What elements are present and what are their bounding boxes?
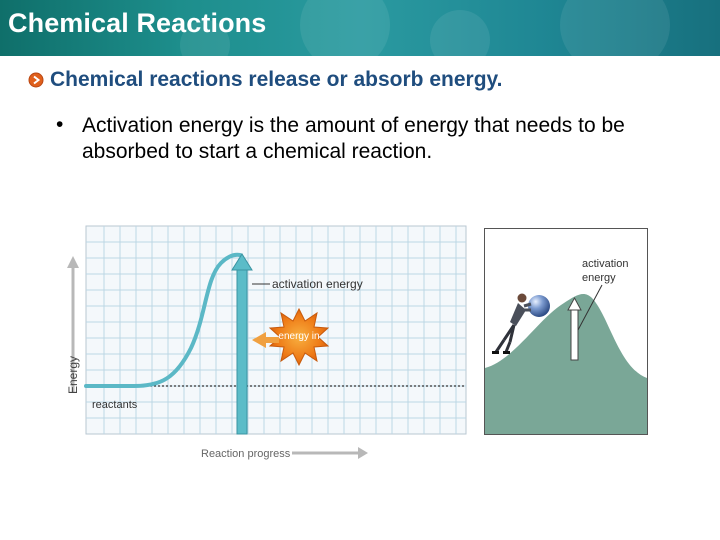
title-texture [180, 20, 230, 56]
reactants-label: reactants [92, 399, 138, 411]
hill-shape [485, 293, 647, 434]
activation-hill-illustration: activation energy [484, 228, 648, 435]
bullet-text: Activation energy is the amount of energ… [82, 114, 625, 164]
hill-label-line2: energy [582, 272, 616, 284]
person-pushing-icon [492, 293, 532, 354]
energy-curve [84, 252, 242, 388]
title-texture [300, 0, 390, 56]
heading-row: Chemical reactions release or absorb ene… [28, 68, 502, 92]
heading-text: Chemical reactions release or absorb ene… [50, 68, 503, 91]
slide-title: Chemical Reactions [8, 8, 267, 38]
title-texture [430, 10, 490, 56]
energy-diagram: activation energy energy in Energy react… [66, 225, 467, 460]
energy-in-burst-icon: energy in [252, 307, 330, 367]
y-axis-label: Energy [66, 356, 80, 394]
grid-lines [86, 226, 466, 434]
x-axis-label: Reaction progress [201, 448, 291, 460]
activation-arrow-hill [567, 296, 582, 361]
y-axis: Energy [66, 256, 80, 394]
boulder-icon [528, 295, 550, 317]
x-axis: Reaction progress [201, 447, 368, 460]
title-texture [560, 0, 670, 56]
bullet-dot: • [56, 113, 64, 136]
hill-leader-line [577, 284, 603, 331]
energy-in-label: energy in [278, 331, 319, 342]
bullet-item: • Activation energy is the amount of ene… [56, 113, 666, 166]
bullet-arrow-icon [28, 72, 44, 88]
activation-arrow [231, 253, 253, 435]
activation-energy-label: activation energy [272, 277, 363, 291]
title-bar: Chemical Reactions [0, 0, 720, 56]
hill-label-line1: activation [582, 258, 628, 270]
